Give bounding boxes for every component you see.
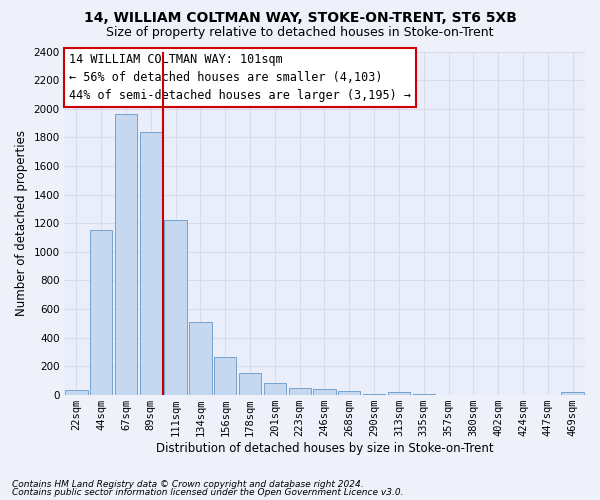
Bar [413,394,435,395]
Text: 14, WILLIAM COLTMAN WAY, STOKE-ON-TRENT, ST6 5XB: 14, WILLIAM COLTMAN WAY, STOKE-ON-TRENT,… [83,11,517,25]
Bar [263,384,286,395]
X-axis label: Distribution of detached houses by size in Stoke-on-Trent: Distribution of detached houses by size … [155,442,493,455]
Bar [313,389,335,395]
Bar [338,391,361,395]
Y-axis label: Number of detached properties: Number of detached properties [15,130,28,316]
Bar [90,230,112,395]
Bar [363,394,385,395]
Text: 14 WILLIAM COLTMAN WAY: 101sqm
← 56% of detached houses are smaller (4,103)
44% : 14 WILLIAM COLTMAN WAY: 101sqm ← 56% of … [69,53,411,102]
Bar [65,390,88,395]
Bar [289,388,311,395]
Bar [189,322,212,395]
Text: Size of property relative to detached houses in Stoke-on-Trent: Size of property relative to detached ho… [106,26,494,39]
Bar [164,220,187,395]
Text: Contains HM Land Registry data © Crown copyright and database right 2024.: Contains HM Land Registry data © Crown c… [12,480,364,489]
Bar [388,392,410,395]
Bar [115,114,137,395]
Bar [239,372,261,395]
Bar [562,392,584,395]
Bar [140,132,162,395]
Text: Contains public sector information licensed under the Open Government Licence v3: Contains public sector information licen… [12,488,404,497]
Bar [214,357,236,395]
